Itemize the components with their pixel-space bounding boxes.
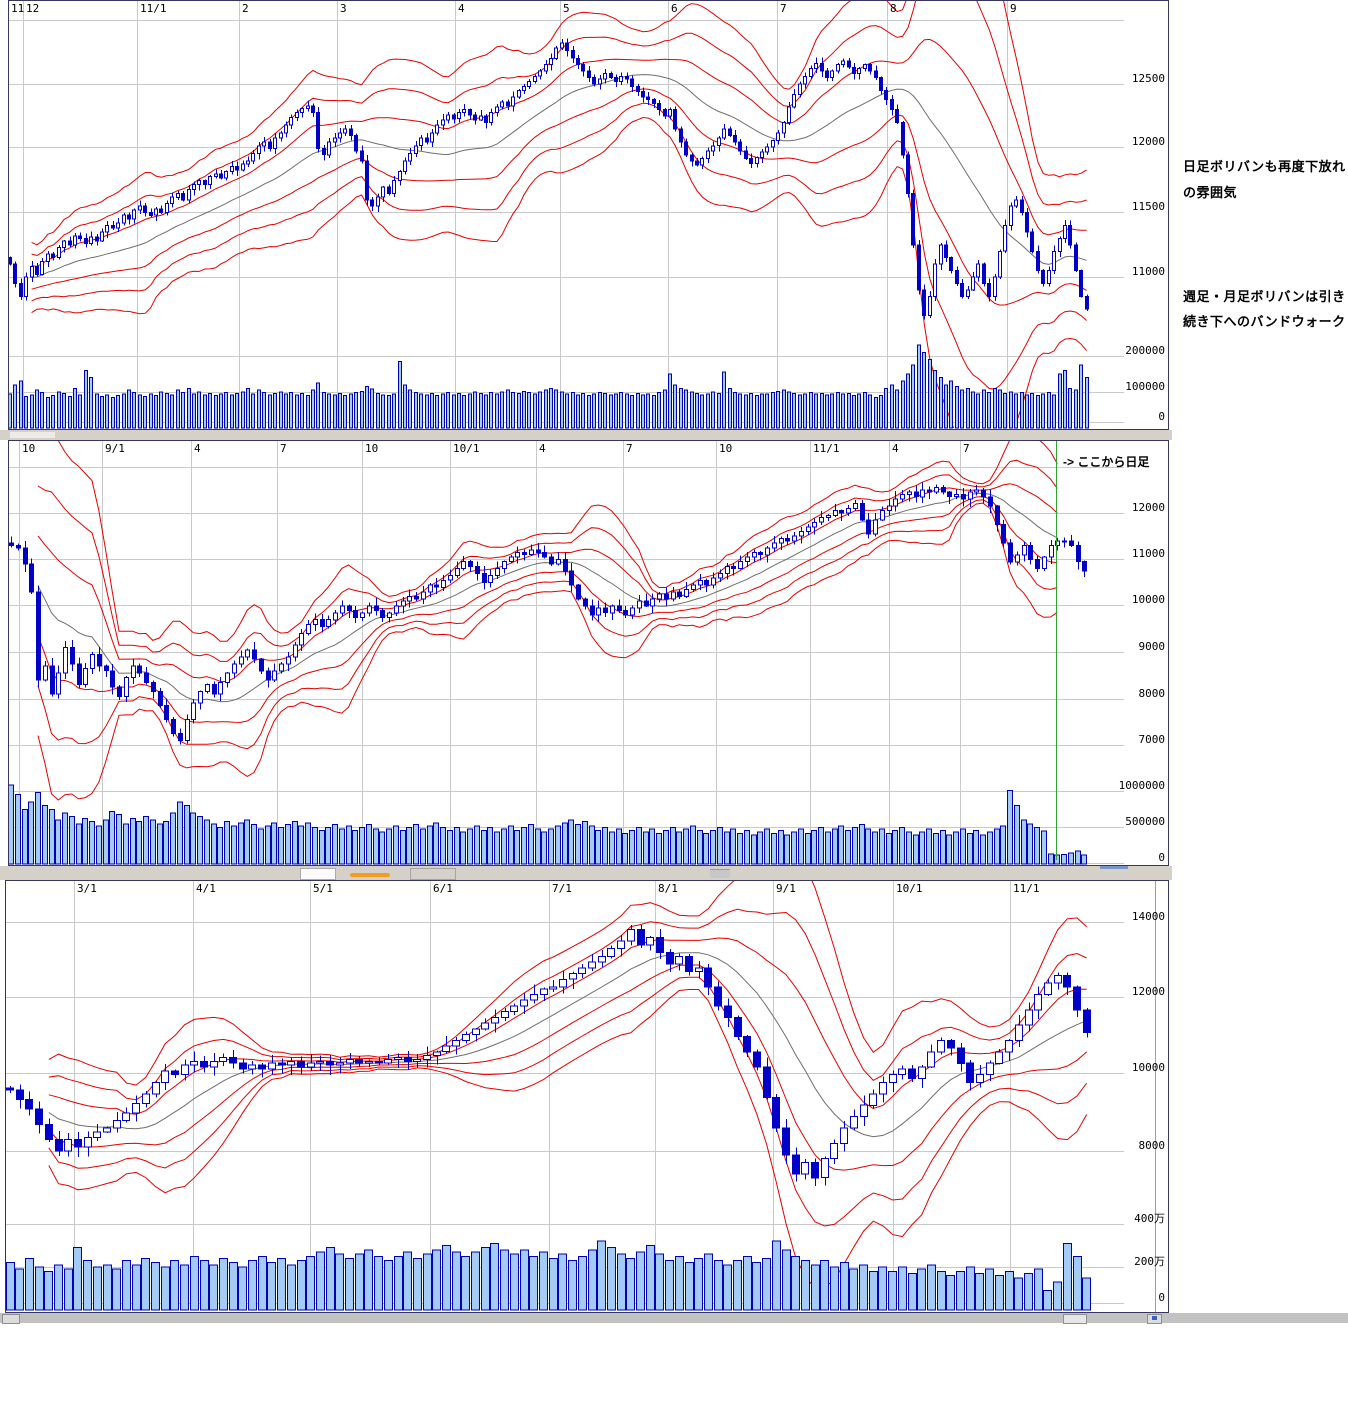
- weekly-chart-candles: [9, 482, 1087, 745]
- y-tick-label: 12000: [1132, 501, 1165, 514]
- y-tick-label: 9000: [1139, 640, 1166, 653]
- weekly-chart-group: 10 9/1 4 7 10 10/1 4 7 10 11/1 4 7 12000 11000 10000 90…: [8, 440, 1169, 866]
- y-tick-label: 8000: [1139, 1139, 1166, 1152]
- x-tick-label: 3/1: [77, 882, 97, 895]
- note-daily-breakdown-line1: 日足ボリバンも再度下放れ: [1183, 159, 1346, 174]
- x-tick-label: 5/1: [313, 882, 333, 895]
- x-tick-label: 9/1: [776, 882, 796, 895]
- x-tick-label: 7: [626, 442, 633, 455]
- y-tick-label: 200000: [1125, 344, 1165, 357]
- y-tick-label: 200万: [1134, 1255, 1165, 1268]
- monthly-chart-volume-bars: [6, 1240, 1091, 1311]
- scrollbar-thumb[interactable]: [1063, 1314, 1087, 1324]
- y-tick-label: 0: [1158, 410, 1165, 423]
- y-tick-label: 10000: [1132, 593, 1165, 606]
- y-tick-label: 14000: [1132, 910, 1165, 923]
- daily-chart-grid: [9, 1, 1124, 428]
- note-daily-breakdown-line2: の雰囲気: [1183, 185, 1238, 200]
- scroll-glyph-icon: [1152, 1316, 1157, 1320]
- x-tick-label: 4: [194, 442, 201, 455]
- x-tick-label: 11: [11, 2, 24, 15]
- y-tick-label: 11000: [1132, 547, 1165, 560]
- daily-chart-axis-labels: 11 12 11/1 2 3 4 5 6 7 8 9 12500 12000 11500 11000 2000…: [11, 2, 1165, 423]
- y-tick-label: 12000: [1132, 135, 1165, 148]
- x-tick-label: 5: [563, 2, 570, 15]
- monthly-chart-group: 3/1 4/1 5/1 6/1 7/1 8/1 9/1 10/1 11/1 14000 12000 1…: [5, 880, 1169, 1313]
- x-tick-label: 7: [780, 2, 787, 15]
- x-tick-label: 9/1: [105, 442, 125, 455]
- weekly-chart-axis-labels: 10 9/1 4 7 10 10/1 4 7 10 11/1 4 7 12000 11000 10000 90…: [22, 442, 1165, 864]
- y-tick-label: 0: [1158, 851, 1165, 864]
- scroll-right-button[interactable]: [1147, 1314, 1162, 1324]
- window-artifact: [1100, 866, 1128, 869]
- window-artifact: [300, 868, 336, 880]
- x-tick-label: 6: [671, 2, 678, 15]
- bottom-scrollbar-strip[interactable]: [0, 1313, 1348, 1323]
- weekly-chart-bollinger-bands: [37, 441, 1058, 801]
- panel-separator-strip-2: [0, 866, 1172, 880]
- y-tick-label: 7000: [1139, 733, 1166, 746]
- x-tick-label: 11/1: [140, 2, 167, 15]
- x-tick-label: 7: [963, 442, 970, 455]
- panel-separator-strip-1: [0, 430, 1172, 440]
- y-tick-label: 12000: [1132, 985, 1165, 998]
- weekly-chart-frame: [8, 440, 1169, 866]
- daily-chart-frame: [8, 0, 1169, 430]
- window-artifact: [410, 868, 456, 880]
- x-tick-label: 10: [365, 442, 378, 455]
- x-tick-label: 10/1: [896, 882, 923, 895]
- y-tick-label: 1000000: [1119, 779, 1165, 792]
- x-tick-label: 9: [1010, 2, 1017, 15]
- weekly-chart-grid: [9, 441, 1124, 864]
- daily-start-marker-label: -> ここから日足: [1063, 455, 1149, 469]
- scroll-left-button[interactable]: [2, 1314, 20, 1324]
- x-tick-label: 12: [26, 2, 39, 15]
- monthly-chart-grid: [6, 881, 1124, 1310]
- daily-chart-candles: [9, 38, 1089, 320]
- daily-chart-volume-bars: [8, 344, 1089, 429]
- x-tick-label: 10/1: [453, 442, 480, 455]
- x-tick-label: 4: [458, 2, 465, 15]
- y-tick-label: 11500: [1132, 200, 1165, 213]
- monthly-chart-axis-labels: 3/1 4/1 5/1 6/1 7/1 8/1 9/1 10/1 11/1 14000 12000 1…: [77, 882, 1165, 1304]
- x-tick-label: 7/1: [552, 882, 572, 895]
- monthly-chart-candles: [6, 924, 1091, 1186]
- y-tick-label: 500000: [1125, 815, 1165, 828]
- x-tick-label: 10: [719, 442, 732, 455]
- x-tick-label: 10: [22, 442, 35, 455]
- daily-chart-bollinger-bands: [31, 1, 1087, 428]
- x-tick-label: 8/1: [658, 882, 678, 895]
- orange-accent-artifact: [350, 873, 390, 877]
- note-weekly-monthly-bandwalk-line1: 週足・月足ボリバンは引き: [1183, 289, 1346, 304]
- y-tick-label: 11000: [1132, 265, 1165, 278]
- y-tick-label: 8000: [1139, 687, 1166, 700]
- x-tick-label: 3: [340, 2, 347, 15]
- y-tick-label: 10000: [1132, 1061, 1165, 1074]
- x-tick-label: 11/1: [813, 442, 840, 455]
- x-tick-label: 7: [280, 442, 287, 455]
- daily-chart-group: 11 12 11/1 2 3 4 5 6 7 8 9 12500 12000 11500 11000 2000…: [8, 0, 1169, 430]
- x-tick-label: 11/1: [1013, 882, 1040, 895]
- x-tick-label: 4/1: [196, 882, 216, 895]
- x-tick-label: 2: [242, 2, 249, 15]
- y-tick-label: 12500: [1132, 72, 1165, 85]
- weekly-chart-volume-bars: [8, 784, 1087, 865]
- y-tick-label: 100000: [1125, 380, 1165, 393]
- note-weekly-monthly-bandwalk-line2: 続き下へのバンドウォーク: [1183, 314, 1346, 329]
- window-artifact: [710, 869, 730, 878]
- scrollbar-thumb[interactable]: [10, 432, 55, 438]
- x-tick-label: 4: [892, 442, 899, 455]
- monthly-chart-frame: [5, 880, 1169, 1313]
- x-tick-label: 8: [890, 2, 897, 15]
- x-tick-label: 4: [539, 442, 546, 455]
- y-tick-label: 400万: [1134, 1212, 1165, 1225]
- y-tick-label: 0: [1158, 1291, 1165, 1304]
- daily-start-marker: -> ここから日足: [1056, 441, 1149, 860]
- x-tick-label: 6/1: [433, 882, 453, 895]
